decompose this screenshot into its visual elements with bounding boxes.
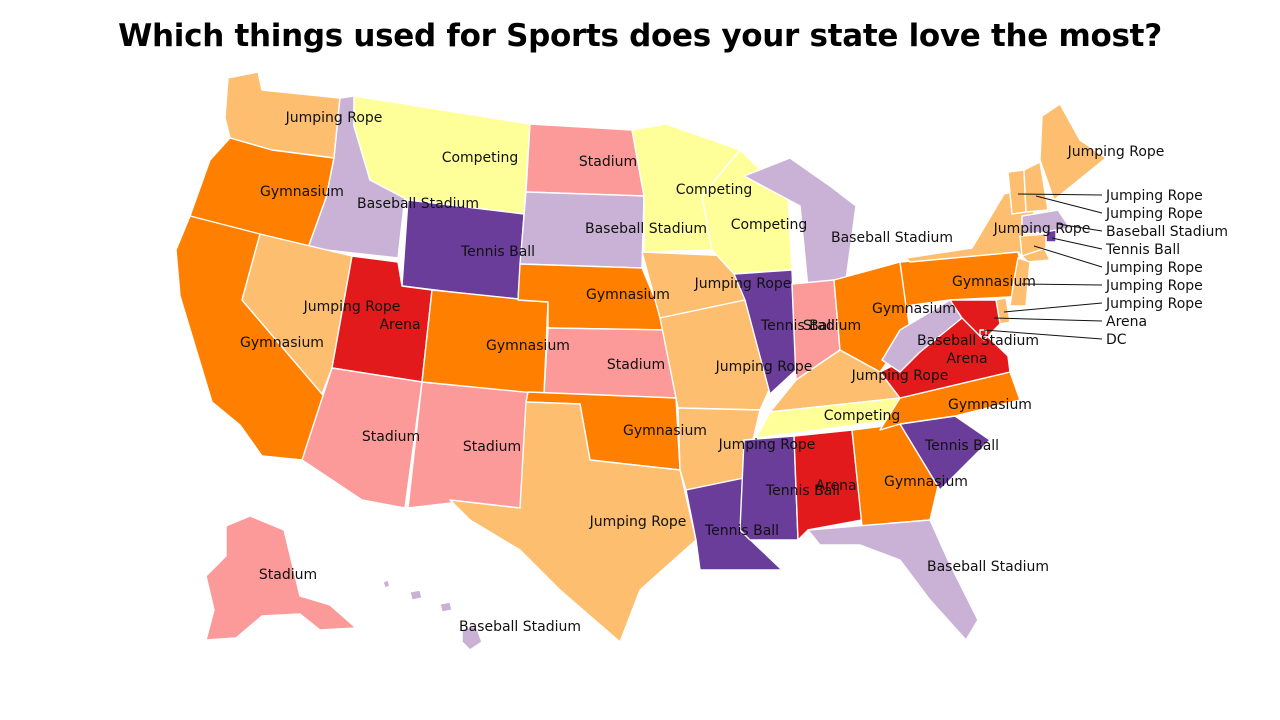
ext-label-de: Jumping Rope <box>1105 296 1203 312</box>
label-sc: Tennis Ball <box>924 438 999 454</box>
state-nj[interactable] <box>1009 257 1031 307</box>
state-mi[interactable] <box>743 157 857 289</box>
state-hi[interactable] <box>382 579 483 651</box>
leader-ma <box>1057 223 1103 232</box>
state-az[interactable] <box>301 367 423 509</box>
ext-label-nh: Jumping Rope <box>1105 206 1203 222</box>
leader-ct <box>1033 245 1103 268</box>
label-mi: Baseball Stadium <box>831 230 953 246</box>
state-nh[interactable] <box>1023 161 1049 213</box>
label-ne: Gymnasium <box>586 287 670 303</box>
label-in: Stadium <box>803 318 861 334</box>
state-labels: Jumping Rope Competing Stadium Competing… <box>240 110 1164 635</box>
ext-label-vt: Jumping Rope <box>1105 188 1203 204</box>
ext-label-ct: Jumping Rope <box>1105 260 1203 276</box>
label-wv: Baseball Stadium <box>917 333 1039 349</box>
label-wy: Tennis Ball <box>460 244 535 260</box>
label-va: Arena <box>946 351 987 367</box>
label-wa: Jumping Rope <box>285 110 383 126</box>
label-ny: Jumping Rope <box>993 221 1091 237</box>
state-il[interactable] <box>733 269 797 395</box>
leader-dc <box>983 329 1103 340</box>
state-ms[interactable] <box>739 435 799 541</box>
label-tn: Competing <box>824 408 901 424</box>
ext-label-md: Arena <box>1106 314 1147 330</box>
label-hi: Baseball Stadium <box>459 619 581 635</box>
label-mn: Competing <box>676 182 753 198</box>
callout-labels: Jumping Rope Jumping Rope Baseball Stadi… <box>1105 188 1228 348</box>
leader-de <box>1003 302 1103 313</box>
label-or: Gymnasium <box>260 184 344 200</box>
label-al: Arena <box>815 478 856 494</box>
label-co: Gymnasium <box>486 338 570 354</box>
state-ak[interactable] <box>205 515 357 641</box>
label-mo: Jumping Rope <box>715 359 813 375</box>
label-ky: Jumping Rope <box>851 368 949 384</box>
ext-label-ri: Tennis Ball <box>1105 242 1180 258</box>
label-il: Tennis Ball <box>760 318 835 334</box>
state-vt[interactable] <box>1007 169 1027 215</box>
state-mo[interactable] <box>659 299 771 411</box>
leader-vt <box>1017 193 1103 196</box>
label-ks: Stadium <box>607 357 665 373</box>
label-ia: Jumping Rope <box>694 276 792 292</box>
leader-ri <box>1051 237 1103 250</box>
label-fl: Baseball Stadium <box>927 559 1049 575</box>
label-mt: Competing <box>442 150 519 166</box>
label-ar: Jumping Rope <box>718 437 816 453</box>
state-ma[interactable] <box>1021 209 1071 235</box>
leader-nh <box>1035 195 1103 214</box>
label-ak: Stadium <box>259 567 317 583</box>
ext-label-ma: Baseball Stadium <box>1106 224 1228 240</box>
label-tx: Jumping Rope <box>589 514 687 530</box>
ext-label-dc: DC <box>1106 332 1127 348</box>
callout-leader-lines <box>983 193 1103 340</box>
label-pa: Gymnasium <box>952 274 1036 290</box>
label-nc: Gymnasium <box>948 397 1032 413</box>
label-oh: Gymnasium <box>872 301 956 317</box>
label-nm: Stadium <box>463 439 521 455</box>
state-fl[interactable] <box>807 519 979 641</box>
label-ga: Gymnasium <box>884 474 968 490</box>
state-nv[interactable] <box>241 233 353 395</box>
label-ut: Arena <box>379 317 420 333</box>
leader-md <box>993 317 1103 322</box>
label-nv: Jumping Rope <box>303 299 401 315</box>
label-la: Tennis Ball <box>704 523 779 539</box>
leader-nj <box>1021 283 1103 286</box>
map-title: Which things used for Sports does your s… <box>118 18 1162 54</box>
state-ct[interactable] <box>1019 233 1047 257</box>
label-ok: Gymnasium <box>623 423 707 439</box>
ext-label-nj: Jumping Rope <box>1105 278 1203 294</box>
state-al[interactable] <box>793 429 863 541</box>
label-wi: Competing <box>731 217 808 233</box>
label-sd: Baseball Stadium <box>585 221 707 237</box>
label-ms: Tennis Ball <box>765 483 840 499</box>
label-id: Baseball Stadium <box>357 196 479 212</box>
label-az: Stadium <box>362 429 420 445</box>
state-me[interactable] <box>1039 103 1107 201</box>
label-me: Jumping Rope <box>1067 144 1165 160</box>
label-nd: Stadium <box>579 154 637 170</box>
label-ca: Gymnasium <box>240 335 324 351</box>
state-shapes <box>175 71 1107 651</box>
state-tx[interactable] <box>449 401 697 643</box>
